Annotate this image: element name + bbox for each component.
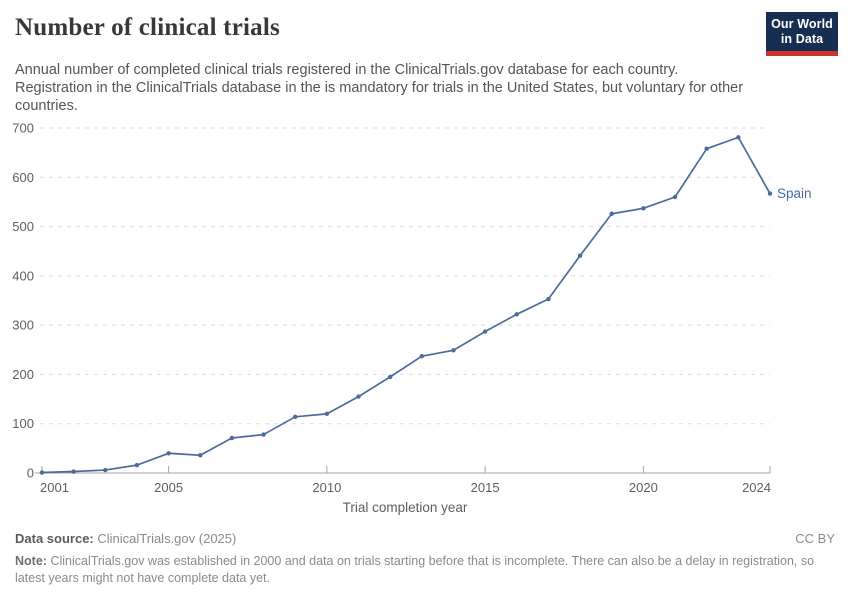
data-point[interactable] (198, 453, 203, 458)
data-point[interactable] (261, 432, 266, 437)
data-point[interactable] (103, 467, 108, 473)
x-tick-label: 2001 (40, 480, 69, 495)
data-point[interactable] (736, 135, 741, 140)
y-tick-label: 500 (12, 219, 34, 234)
trend-line[interactable] (41, 136, 771, 474)
chart-note: Note: ClinicalTrials.gov was established… (15, 553, 833, 586)
y-tick-label: 0 (27, 466, 34, 481)
y-tick-label: 600 (12, 170, 34, 185)
data-point[interactable] (482, 329, 488, 334)
owid-logo-text-line2: in Data (780, 32, 824, 46)
data-point[interactable] (134, 462, 140, 468)
series-end-label[interactable]: Spain (777, 186, 812, 201)
x-tick-label: 2010 (312, 480, 341, 495)
data-point[interactable] (229, 435, 235, 441)
note-label: Note: (15, 554, 47, 568)
license-badge[interactable]: CC BY (795, 531, 835, 546)
data-point[interactable] (514, 312, 519, 317)
data-point[interactable] (672, 194, 678, 200)
x-tick-label: 2020 (629, 480, 658, 495)
data-point[interactable] (166, 451, 171, 456)
data-point[interactable] (767, 191, 773, 196)
data-point[interactable] (609, 211, 614, 216)
y-tick-label: 700 (12, 121, 34, 136)
owid-logo-text-line1: Our World (771, 17, 833, 31)
data-point[interactable] (577, 253, 583, 258)
x-tick-label: 2015 (471, 480, 500, 495)
y-tick-label: 400 (12, 268, 34, 283)
chart-subtitle: Annual number of completed clinical tria… (15, 62, 744, 114)
data-point[interactable] (704, 146, 709, 151)
data-point[interactable] (324, 411, 330, 417)
data-point[interactable] (39, 470, 45, 475)
y-tick-label: 300 (12, 318, 34, 333)
data-point[interactable] (641, 206, 646, 211)
owid-logo[interactable]: Our World in Data (766, 12, 838, 56)
data-source-line: Data source: ClinicalTrials.gov (2025) (15, 531, 236, 546)
data-source-label: Data source: (15, 531, 94, 546)
data-point[interactable] (293, 414, 298, 420)
y-tick-label: 200 (12, 367, 34, 382)
clinical-trials-line-chart[interactable]: 0 100 200 300 400 500 600 700 2001 2005 2010 2015 20… (0, 113, 850, 517)
data-point[interactable] (451, 348, 456, 353)
data-point[interactable] (546, 296, 551, 302)
page-title: Number of clinical trials (15, 14, 280, 41)
data-source-value[interactable]: ClinicalTrials.gov (2025) (97, 531, 237, 546)
x-tick-label: 2024 (742, 480, 771, 495)
data-point[interactable] (356, 394, 361, 399)
data-point[interactable] (419, 353, 425, 359)
y-tick-label: 100 (12, 416, 34, 431)
data-point[interactable] (387, 374, 393, 380)
x-tick-label: 2005 (154, 480, 183, 495)
note-text: ClinicalTrials.gov was established in 20… (15, 554, 815, 585)
x-axis-title: Trial completion year (343, 500, 468, 515)
data-point[interactable] (71, 469, 76, 474)
